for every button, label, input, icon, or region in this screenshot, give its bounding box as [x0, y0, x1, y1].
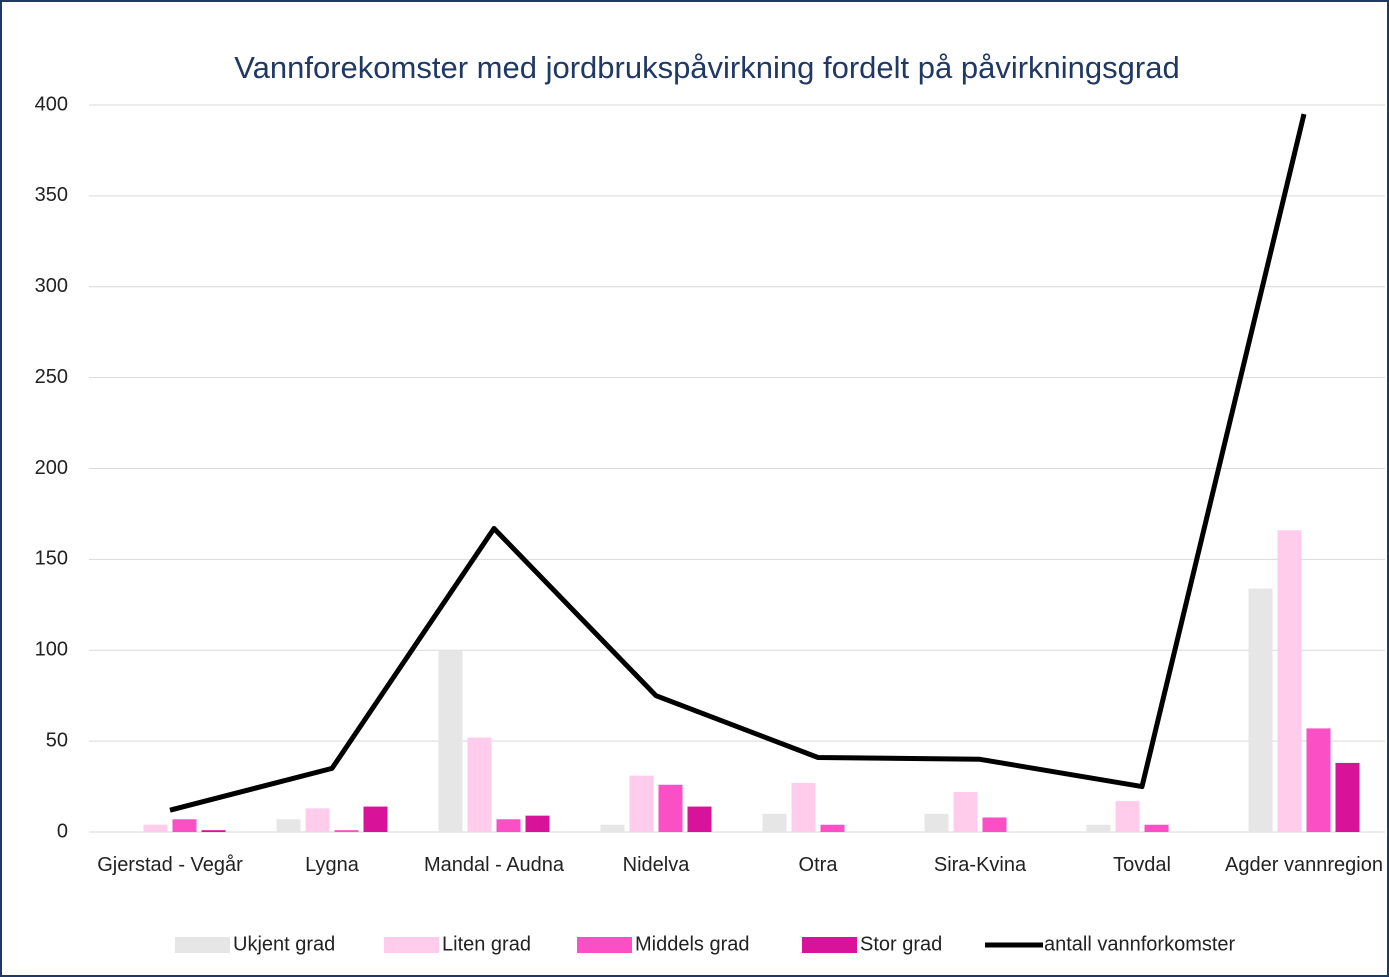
bar	[496, 819, 521, 832]
bar	[1144, 824, 1169, 832]
x-tick-label: Tovdal	[1113, 854, 1171, 876]
bar	[276, 819, 301, 832]
x-tick-label: Agder vannregion	[1225, 854, 1383, 876]
bar	[305, 808, 330, 832]
bar	[143, 824, 168, 832]
bar	[363, 806, 388, 832]
bar	[1306, 728, 1331, 832]
bar	[525, 815, 550, 832]
x-tick-label: Otra	[798, 854, 838, 876]
bar	[334, 830, 359, 832]
bar	[953, 792, 978, 832]
y-tick-label: 250	[35, 366, 68, 388]
y-tick-label: 0	[57, 820, 68, 842]
x-tick-label: Gjerstad - Vegår	[97, 854, 243, 876]
bar	[982, 817, 1007, 832]
y-tick-label: 50	[46, 729, 68, 751]
bar	[600, 824, 625, 832]
legend-label: Liten grad	[442, 933, 531, 955]
x-tick-label: Nidelva	[622, 854, 690, 876]
y-tick-label: 350	[35, 184, 68, 206]
bar	[791, 782, 816, 832]
bar	[820, 824, 845, 832]
bar	[687, 806, 712, 832]
y-tick-label: 200	[35, 457, 68, 479]
bar	[172, 819, 197, 832]
bar	[467, 737, 492, 832]
bar	[658, 784, 683, 832]
bar	[1086, 824, 1111, 832]
bar	[1335, 762, 1360, 832]
legend-label: Middels grad	[635, 933, 750, 955]
legend-swatch	[384, 937, 439, 953]
y-tick-label: 400	[35, 93, 68, 115]
legend-label: Stor grad	[860, 933, 942, 955]
bar	[1115, 801, 1140, 832]
bar	[762, 813, 787, 832]
legend-swatch	[577, 937, 632, 953]
y-tick-label: 150	[35, 548, 68, 570]
legend-swatch	[175, 937, 230, 953]
x-tick-label: Sira-Kvina	[933, 854, 1027, 876]
bar	[1248, 588, 1273, 832]
line	[169, 113, 1307, 813]
y-tick-label: 100	[35, 639, 68, 661]
legend-label: Ukjent grad	[233, 933, 335, 955]
x-tick-label: Lygna	[305, 854, 359, 876]
bar	[1277, 530, 1302, 832]
x-tick-label: Mandal - Audna	[423, 854, 565, 876]
bar	[924, 813, 949, 832]
legend-swatch	[802, 937, 857, 953]
y-tick-label: 300	[35, 275, 68, 297]
chart-title: Vannforekomster med jordbrukspåvirkning …	[234, 50, 1179, 85]
bar	[438, 650, 463, 832]
bar	[629, 775, 654, 832]
bar	[201, 830, 226, 832]
legend-label: antall vannforkomster	[1044, 933, 1236, 955]
